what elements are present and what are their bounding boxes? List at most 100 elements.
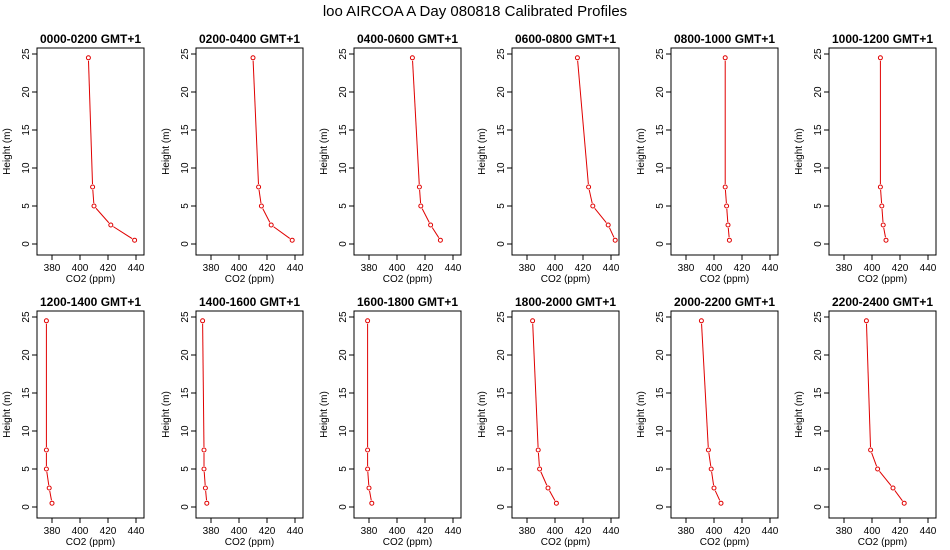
panel-2: 0200-0400 GMT+1 380 400 420 440 0 5 10 15 20 25 CO2… [161, 32, 304, 285]
y-axis-label: Height (m) [794, 128, 805, 175]
data-point [868, 447, 874, 453]
data-point [369, 500, 375, 506]
y-tick-label: 25 [180, 311, 191, 323]
y-tick-label: 25 [496, 311, 507, 323]
data-point [132, 237, 138, 243]
panel-title: 2000-2200 GMT+1 [674, 295, 775, 309]
y-tick-label: 20 [180, 86, 191, 98]
series-segment [367, 471, 370, 486]
y-axis-label: Height (m) [161, 391, 172, 438]
series-segment [708, 452, 712, 467]
plot-frame [670, 47, 779, 256]
y-tick-label: 5 [655, 466, 666, 472]
data-point [553, 500, 559, 506]
y-tick-label: 25 [338, 48, 349, 60]
data-point [586, 184, 592, 190]
y-tick-label: 10 [813, 162, 824, 174]
series-segment [577, 60, 589, 185]
data-point [711, 485, 717, 491]
series-segment [537, 452, 540, 467]
panel-11: 2000-2200 GMT+1 380 400 420 440 0 5 10 15 20 25 CO2… [636, 295, 779, 548]
x-tick-label: 400 [72, 263, 89, 274]
panel-title: 0600-0800 GMT+1 [515, 32, 616, 46]
series-segment [252, 60, 259, 185]
x-axis-label: CO2 (ppm) [541, 274, 590, 285]
y-tick-label: 20 [496, 86, 507, 98]
series-segment [714, 490, 721, 501]
y-tick-label: 0 [655, 241, 666, 247]
plot-frame [670, 310, 779, 519]
x-tick-label: 380 [44, 263, 61, 274]
x-axis-label: CO2 (ppm) [383, 274, 432, 285]
x-tick-label: 400 [864, 263, 881, 274]
plot-frame [353, 310, 462, 519]
series-segment [594, 208, 607, 223]
x-tick-label: 420 [100, 263, 117, 274]
series-segment [727, 227, 730, 238]
series-segment [92, 189, 95, 204]
x-tick-label: 400 [547, 526, 564, 537]
y-tick-label: 15 [813, 124, 824, 136]
data-point [863, 318, 869, 324]
y-tick-label: 25 [21, 48, 32, 60]
data-point [366, 485, 372, 491]
y-tick-label: 10 [180, 425, 191, 437]
x-tick-label: 380 [203, 526, 220, 537]
y-tick-label: 0 [180, 241, 191, 247]
x-tick-label: 440 [287, 263, 304, 274]
x-tick-label: 440 [128, 263, 145, 274]
data-point [256, 184, 262, 190]
panel-title: 1000-1200 GMT+1 [832, 32, 933, 46]
series-segment [549, 490, 556, 501]
y-tick-label: 10 [21, 162, 32, 174]
panel-title: 2200-2400 GMT+1 [832, 295, 933, 309]
x-tick-label: 380 [836, 526, 853, 537]
y-tick-label: 25 [813, 311, 824, 323]
panel-8: 1400-1600 GMT+1 380 400 420 440 0 5 10 15 20 25 CO2… [161, 295, 304, 548]
y-tick-label: 0 [338, 504, 349, 510]
y-tick-label: 0 [21, 241, 32, 247]
x-tick-label: 400 [706, 263, 723, 274]
series-segment [609, 227, 615, 238]
data-point [530, 318, 536, 324]
data-point [46, 485, 52, 491]
y-tick-label: 15 [338, 124, 349, 136]
data-point [718, 500, 724, 506]
y-tick-label: 20 [655, 349, 666, 361]
x-tick-label: 420 [892, 526, 909, 537]
y-tick-label: 10 [338, 425, 349, 437]
plot-frame [828, 47, 937, 256]
x-axis-label: CO2 (ppm) [383, 537, 432, 548]
y-axis-label: Height (m) [477, 391, 488, 438]
panel-12: 2200-2400 GMT+1 380 400 420 440 0 5 10 15 20 25 CO2… [794, 295, 937, 548]
x-axis-label: CO2 (ppm) [858, 537, 907, 548]
data-point [605, 222, 611, 228]
x-axis-label: CO2 (ppm) [700, 537, 749, 548]
series-segment [113, 226, 133, 240]
series-segment [95, 207, 110, 224]
plot-frame [36, 47, 145, 256]
series-segment [871, 452, 878, 467]
x-axis-label: CO2 (ppm) [66, 537, 115, 548]
y-tick-label: 5 [338, 203, 349, 209]
panel-6: 1000-1200 GMT+1 380 400 420 440 0 5 10 15 20 25 CO2… [794, 32, 937, 285]
y-axis-label: Height (m) [477, 128, 488, 175]
y-axis-label: Height (m) [2, 128, 13, 175]
panel-title: 1600-1800 GMT+1 [357, 295, 458, 309]
y-axis-label: Height (m) [636, 391, 647, 438]
y-tick-label: 5 [496, 203, 507, 209]
x-tick-label: 420 [259, 526, 276, 537]
x-tick-label: 380 [519, 263, 536, 274]
y-tick-label: 5 [813, 466, 824, 472]
series-segment [724, 189, 727, 204]
y-tick-label: 25 [496, 48, 507, 60]
series-segment [258, 189, 262, 204]
y-tick-label: 15 [813, 387, 824, 399]
panel-10: 1800-2000 GMT+1 380 400 420 440 0 5 10 15 20 25 CO2… [477, 295, 620, 548]
y-tick-label: 15 [655, 387, 666, 399]
x-tick-label: 440 [603, 263, 620, 274]
y-tick-label: 20 [813, 349, 824, 361]
data-point [416, 184, 422, 190]
series-segment [273, 226, 291, 239]
